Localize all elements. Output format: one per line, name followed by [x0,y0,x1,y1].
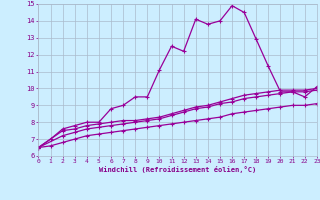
X-axis label: Windchill (Refroidissement éolien,°C): Windchill (Refroidissement éolien,°C) [99,166,256,173]
